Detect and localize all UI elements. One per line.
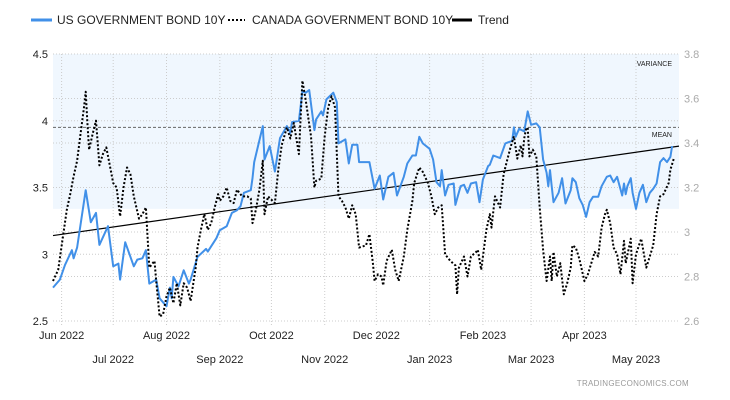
right-axis-tick: 3 [684, 227, 690, 239]
x-axis-tick: Aug 2022 [143, 330, 190, 342]
x-axis-tick: Jul 2022 [92, 354, 134, 366]
series-layer [52, 79, 680, 318]
right-axis-tick: 3.2 [684, 183, 699, 195]
left-axis-tick: 3 [42, 249, 48, 261]
right-axis-tick: 2.6 [684, 316, 699, 328]
watermark: TRADINGECONOMICS.COM [577, 379, 689, 388]
us-bond-series-line [52, 89, 674, 308]
x-axis-tick: Apr 2023 [562, 330, 607, 342]
right-axis-tick: 2.8 [684, 272, 699, 284]
x-axis-tick: Sep 2022 [196, 354, 243, 366]
axes: 2.5 3 3.5 4 4.5 2.6 2.8 3 3.2 3.4 3.6 3.8 Jun 2022 Ju… [33, 49, 700, 366]
right-axis-tick: 3.6 [684, 94, 699, 106]
x-axis-tick: Mar 2023 [508, 354, 554, 366]
legend: US GOVERNMENT BOND 10Y CANADA GOVERNMENT… [31, 13, 509, 27]
variance-band [53, 54, 679, 209]
x-axis-tick: Oct 2022 [249, 330, 294, 342]
x-axis-tick: Nov 2022 [301, 354, 348, 366]
legend-us-label[interactable]: US GOVERNMENT BOND 10Y [57, 13, 225, 27]
legend-trend-label[interactable]: Trend [478, 13, 509, 27]
left-axis-tick: 3.5 [33, 183, 48, 195]
legend-canada-label[interactable]: CANADA GOVERNMENT BOND 10Y [252, 13, 453, 27]
x-axis-tick: Jan 2023 [407, 354, 452, 366]
x-axis-tick: Feb 2023 [460, 330, 506, 342]
right-axis-tick: 3.4 [684, 138, 699, 150]
left-axis-tick: 4.5 [33, 49, 48, 61]
mean-label: MEAN [652, 132, 672, 139]
left-axis-tick: 2.5 [33, 316, 48, 328]
x-axis-tick: Dec 2022 [353, 330, 400, 342]
left-axis-tick: 4 [42, 116, 48, 128]
variance-label: VARIANCE [637, 61, 673, 68]
x-axis-tick: May 2023 [612, 354, 660, 366]
trend-line [52, 145, 680, 237]
right-axis-tick: 3.8 [684, 49, 699, 61]
x-axis-tick: Jun 2022 [39, 330, 84, 342]
canada-bond-series-line [52, 79, 675, 318]
